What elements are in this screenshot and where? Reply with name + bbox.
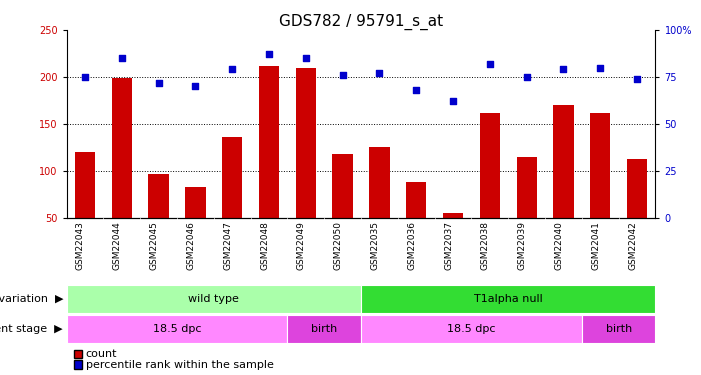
- Text: birth: birth: [606, 324, 632, 334]
- Text: GSM22042: GSM22042: [628, 221, 637, 270]
- Text: GSM22039: GSM22039: [517, 221, 526, 270]
- Point: [521, 74, 532, 80]
- Point: [264, 51, 275, 57]
- Title: GDS782 / 95791_s_at: GDS782 / 95791_s_at: [279, 14, 443, 30]
- Point: [484, 61, 496, 67]
- Bar: [222, 137, 243, 218]
- Point: [337, 72, 348, 78]
- Point: [79, 74, 90, 80]
- Point: [226, 66, 238, 72]
- Text: GSM22035: GSM22035: [370, 221, 379, 270]
- Bar: [67, 315, 287, 343]
- Point: [116, 55, 128, 61]
- Text: GSM22044: GSM22044: [113, 221, 122, 270]
- Bar: [185, 187, 205, 218]
- Bar: [361, 285, 655, 313]
- Text: GSM22037: GSM22037: [444, 221, 453, 270]
- Bar: [361, 315, 582, 343]
- Text: GSM22048: GSM22048: [260, 221, 269, 270]
- Text: GSM22049: GSM22049: [297, 221, 306, 270]
- Point: [632, 76, 643, 82]
- Bar: [287, 315, 361, 343]
- Text: T1alpha null: T1alpha null: [474, 294, 543, 304]
- Text: count: count: [86, 349, 117, 359]
- Point: [374, 70, 385, 76]
- Bar: [627, 159, 647, 218]
- Point: [300, 55, 311, 61]
- Bar: [479, 112, 500, 218]
- Bar: [296, 68, 316, 218]
- Point: [153, 80, 164, 86]
- Bar: [259, 66, 279, 218]
- Point: [447, 98, 458, 104]
- Point: [411, 87, 422, 93]
- Bar: [590, 112, 611, 218]
- Text: development stage  ▶: development stage ▶: [0, 324, 63, 334]
- Bar: [332, 154, 353, 218]
- Text: GSM22045: GSM22045: [149, 221, 158, 270]
- Text: GSM22050: GSM22050: [334, 221, 343, 270]
- Point: [190, 83, 201, 89]
- Text: GSM22040: GSM22040: [554, 221, 564, 270]
- Text: GSM22047: GSM22047: [223, 221, 232, 270]
- Text: percentile rank within the sample: percentile rank within the sample: [86, 360, 273, 369]
- Text: wild type: wild type: [189, 294, 239, 304]
- Point: [558, 66, 569, 72]
- Bar: [149, 174, 169, 217]
- Text: GSM22046: GSM22046: [186, 221, 196, 270]
- Text: genotype/variation  ▶: genotype/variation ▶: [0, 294, 63, 304]
- Bar: [75, 152, 95, 217]
- Text: GSM22041: GSM22041: [591, 221, 600, 270]
- Bar: [67, 285, 361, 313]
- Bar: [443, 213, 463, 217]
- Text: GSM22038: GSM22038: [481, 221, 490, 270]
- Text: 18.5 dpc: 18.5 dpc: [447, 324, 496, 334]
- Point: [594, 64, 606, 70]
- Bar: [406, 182, 426, 218]
- Text: birth: birth: [311, 324, 337, 334]
- Bar: [369, 147, 390, 218]
- Bar: [582, 315, 655, 343]
- Text: 18.5 dpc: 18.5 dpc: [153, 324, 201, 334]
- Text: GSM22036: GSM22036: [407, 221, 416, 270]
- Bar: [553, 105, 573, 218]
- Bar: [517, 157, 537, 218]
- Text: GSM22043: GSM22043: [76, 221, 85, 270]
- Bar: [111, 78, 132, 218]
